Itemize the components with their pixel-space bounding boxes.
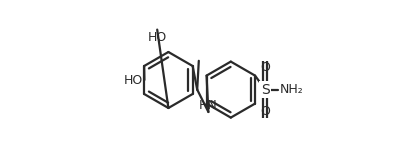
Text: O: O <box>260 105 270 118</box>
Text: S: S <box>261 83 270 97</box>
Text: O: O <box>260 61 270 74</box>
Text: HO: HO <box>147 31 167 44</box>
Text: HO: HO <box>123 73 143 87</box>
Text: NH₂: NH₂ <box>280 83 303 96</box>
Text: HN: HN <box>199 99 218 112</box>
